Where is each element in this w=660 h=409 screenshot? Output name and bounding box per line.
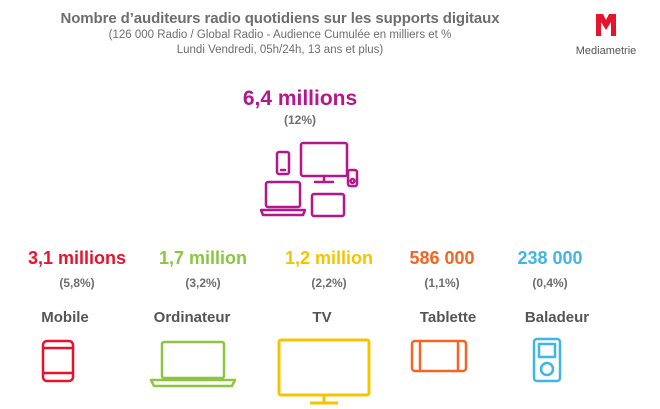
- category-percent: (1,1%): [424, 276, 460, 290]
- category-percent: (3,2%): [185, 276, 221, 290]
- category-percent: (2,2%): [311, 276, 347, 290]
- category-value: 586 000: [409, 248, 475, 268]
- chart-header: Nombre d’auditeurs radio quotidiens sur …: [0, 10, 560, 57]
- category-value: 1,7 million: [158, 248, 248, 268]
- tv-icon: [277, 338, 371, 405]
- category-percent: (5,8%): [59, 276, 95, 290]
- category-value: 1,2 million: [284, 248, 374, 268]
- total-value: 6,4 millions: [242, 87, 358, 110]
- logo-name: Mediametrie: [575, 45, 637, 57]
- category-value: 3,1 millions: [27, 248, 127, 268]
- category-label-tv: TV: [312, 309, 332, 326]
- category-tv: 1,2 million (2,2%): [264, 248, 394, 290]
- category-ordinateur: 1,7 million (3,2%): [138, 248, 268, 290]
- logo-mark-icon: [596, 14, 616, 36]
- category-label-mobile: Mobile: [41, 309, 89, 326]
- total-block: 6,4 millions (12%): [200, 87, 400, 127]
- total-percent: (12%): [283, 113, 316, 127]
- category-tablette: 586 000 (1,1%): [377, 248, 507, 290]
- multi-device-icon: [259, 141, 359, 218]
- chart-subtitle-line-2: Lundi Vendredi, 05h/24h, 13 ans et plus): [176, 44, 384, 56]
- chart-subtitle-line-1: (126 000 Radio / Global Radio - Audience…: [108, 29, 452, 41]
- category-value: 238 000: [517, 248, 583, 268]
- category-label-baladeur: Baladeur: [524, 309, 590, 326]
- category-baladeur: 238 000 (0,4%): [485, 248, 615, 290]
- music-player-icon: [532, 337, 562, 383]
- category-percent: (0,4%): [532, 276, 568, 290]
- category-mobile: 3,1 millions (5,8%): [12, 248, 142, 290]
- mediametrie-logo: Mediametrie: [566, 12, 646, 57]
- category-label-ordinateur: Ordinateur: [153, 309, 231, 326]
- mobile-phone-icon: [41, 339, 75, 383]
- tablet-icon: [410, 339, 468, 373]
- laptop-icon: [149, 340, 237, 388]
- category-label-tablette: Tablette: [419, 309, 477, 326]
- chart-title: Nombre d’auditeurs radio quotidiens sur …: [60, 10, 500, 27]
